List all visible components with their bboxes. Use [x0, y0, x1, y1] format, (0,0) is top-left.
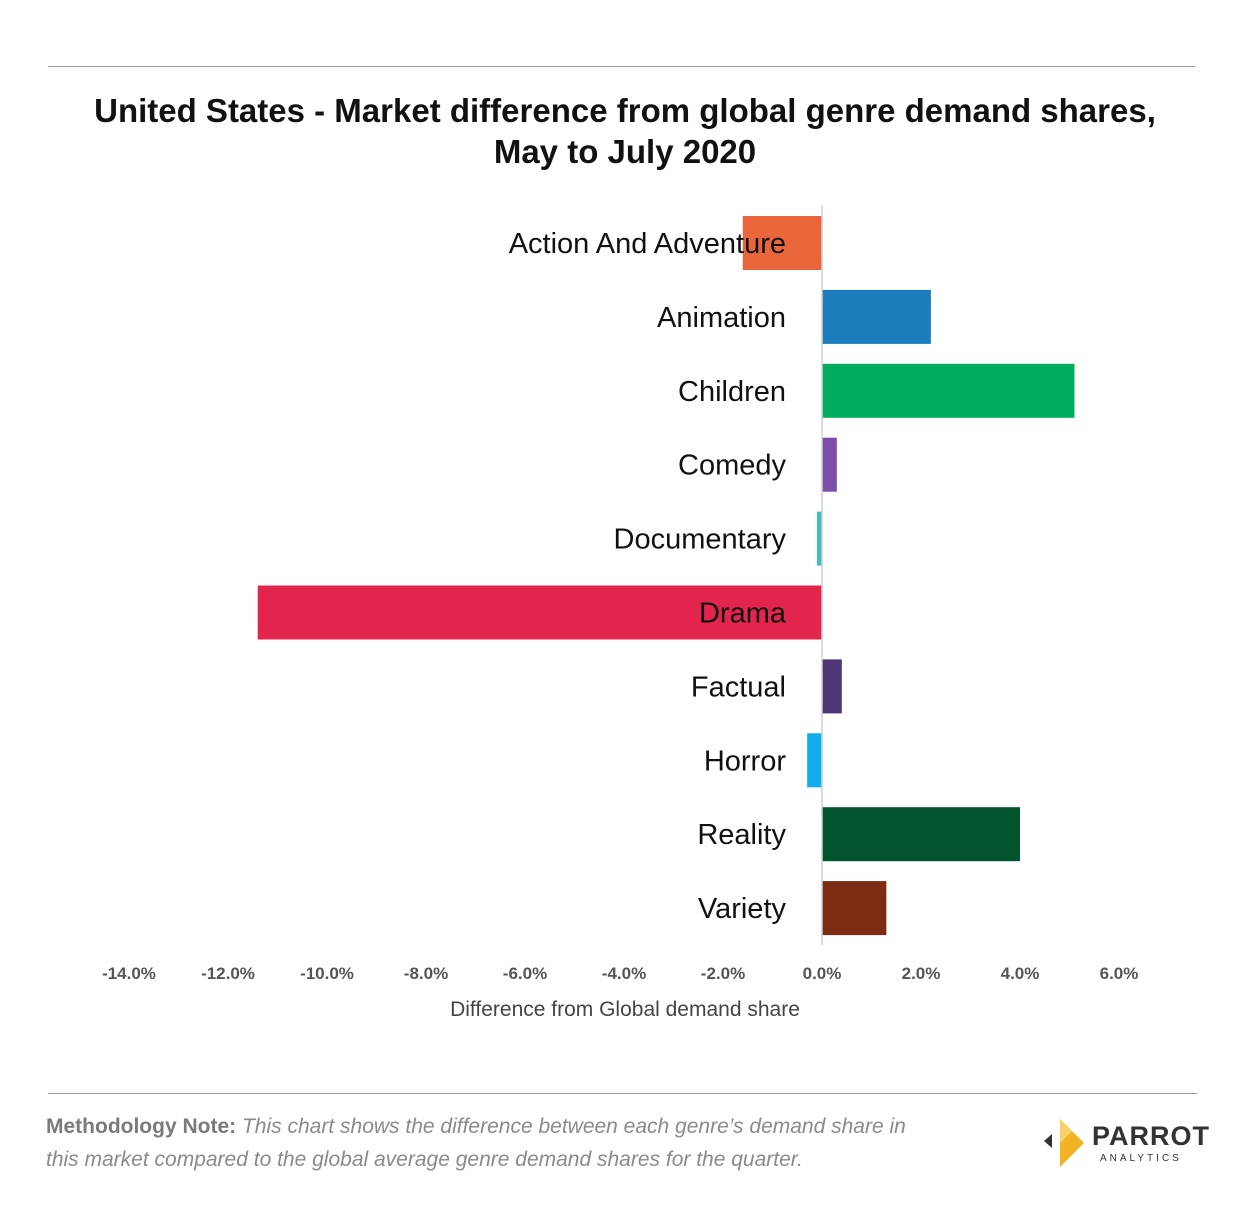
- bar-animation: [822, 289, 931, 344]
- category-label: Variety: [698, 893, 787, 925]
- category-label: Animation: [657, 302, 786, 334]
- chart-title: United States - Market difference from g…: [94, 92, 1156, 170]
- bar-variety: [822, 881, 887, 936]
- x-tick-label: -8.0%: [404, 964, 448, 983]
- x-tick-label: 0.0%: [803, 964, 842, 983]
- bar-factual: [822, 659, 842, 714]
- parrot-logo-icon: [1044, 1119, 1084, 1167]
- logo-subtitle: ANALYTICS: [1100, 1153, 1182, 1164]
- category-label: Reality: [697, 819, 786, 851]
- bottom-divider: [48, 1093, 1197, 1094]
- x-axis-title: Difference from Global demand share: [450, 998, 800, 1021]
- bar-horror: [807, 733, 822, 788]
- x-tick-label: -2.0%: [701, 964, 745, 983]
- x-tick-label: -14.0%: [102, 964, 156, 983]
- top-divider: [48, 66, 1195, 67]
- x-tick-label: -6.0%: [503, 964, 547, 983]
- x-tick-label: -10.0%: [300, 964, 354, 983]
- category-label: Action And Adventure: [509, 228, 786, 260]
- bar-drama: [257, 585, 822, 640]
- bar-reality: [822, 807, 1020, 862]
- bar-chart: Action And Adventure Animation Children Com…: [102, 205, 1139, 983]
- category-label: Drama: [699, 598, 787, 630]
- bar-action-and-adventure: [742, 216, 822, 270]
- x-tick-label: 4.0%: [1001, 964, 1040, 983]
- bar-children: [822, 363, 1075, 418]
- x-tick-label: 2.0%: [902, 964, 941, 983]
- logo-name: PARROT: [1092, 1121, 1210, 1151]
- methodology-note: Methodology Note: This chart shows the d…: [46, 1110, 926, 1176]
- parrot-analytics-logo: PARROT ANALYTICS: [1040, 1115, 1209, 1171]
- methodology-note-text: This chart shows the difference between …: [46, 1115, 906, 1171]
- category-label: Children: [678, 376, 786, 408]
- methodology-note-lead: Methodology Note:: [46, 1115, 237, 1138]
- category-label: Factual: [691, 671, 786, 703]
- category-label: Comedy: [678, 450, 786, 482]
- bar-documentary: [817, 511, 822, 566]
- category-label: Horror: [704, 745, 787, 777]
- x-tick-label: -12.0%: [201, 964, 255, 983]
- x-tick-label: 6.0%: [1100, 964, 1139, 983]
- x-tick-label: -4.0%: [602, 964, 646, 983]
- category-label: Documentary: [614, 524, 787, 556]
- bar-comedy: [822, 437, 837, 492]
